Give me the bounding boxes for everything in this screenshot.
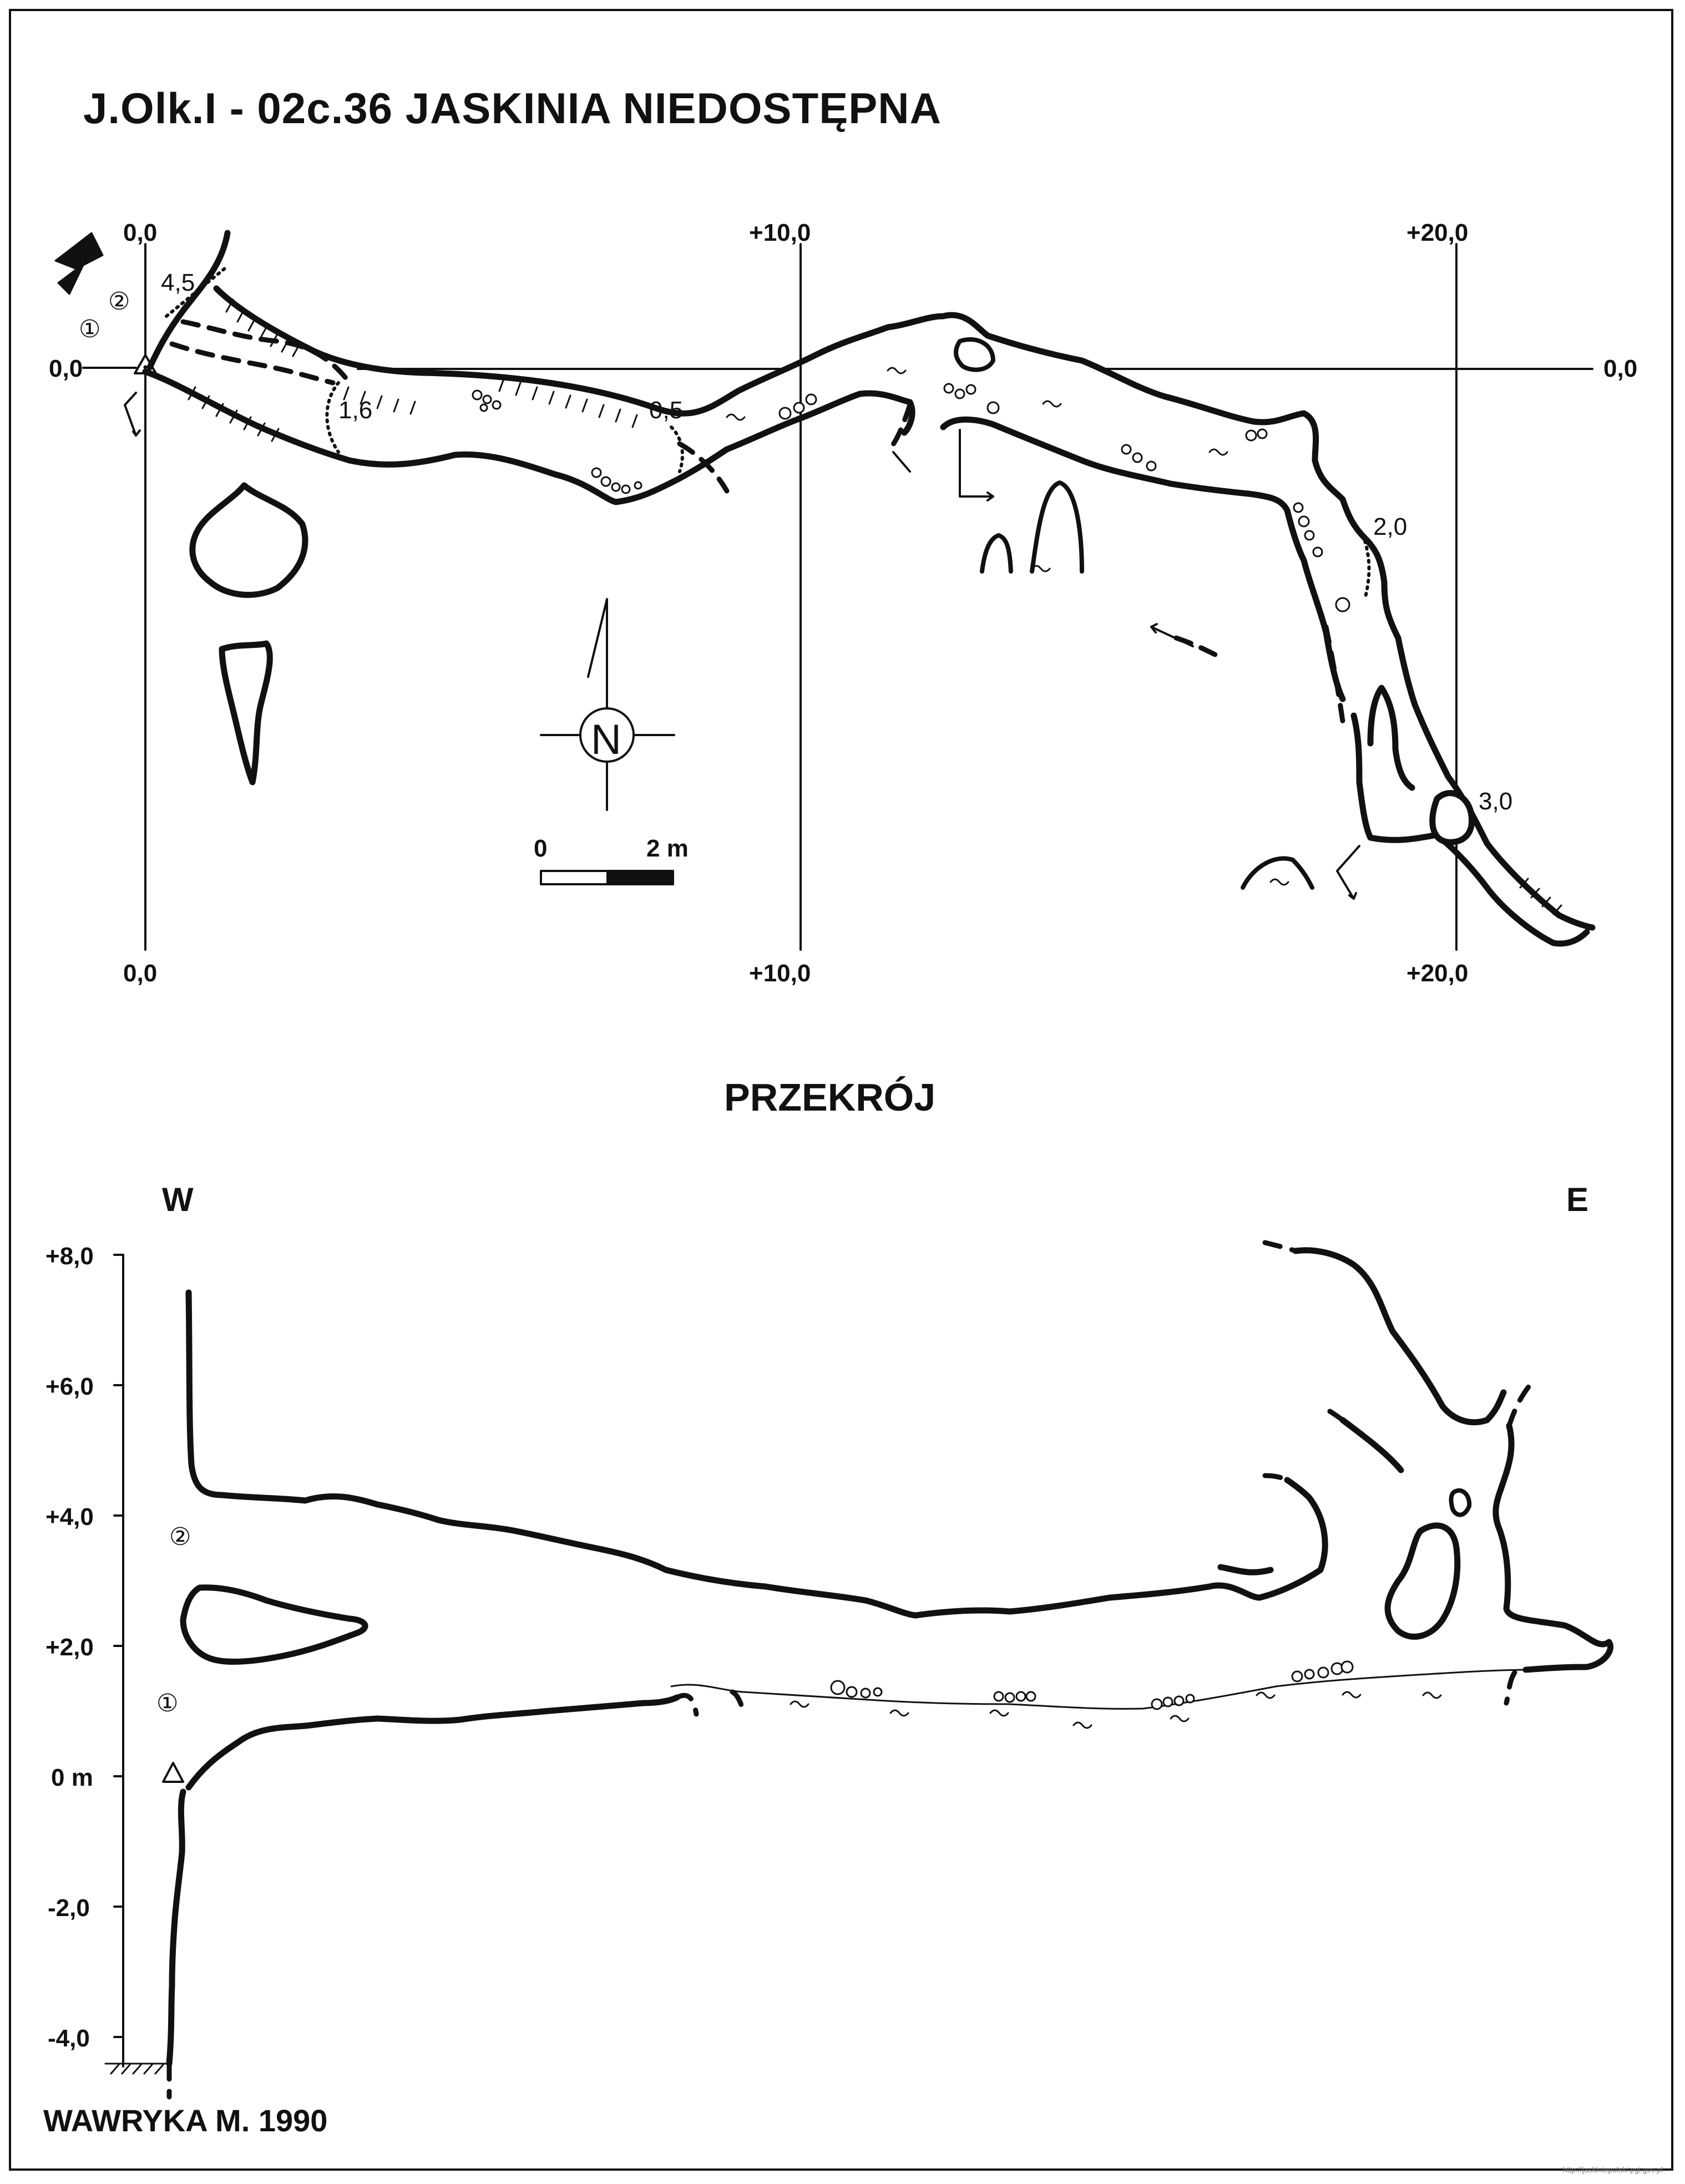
section-dashed-lines	[166, 1240, 1531, 2100]
plan-cave-outline	[142, 230, 1596, 947]
section-boulders	[830, 1660, 1354, 1710]
grid-label-top-10: +10,0	[749, 219, 811, 246]
entrance-number: ②	[169, 1523, 191, 1550]
y-axis-label: -2,0	[48, 1894, 90, 1922]
section-axis	[113, 1254, 124, 2068]
chamber-outline	[1429, 790, 1475, 845]
depth-mark: 3,0	[1479, 788, 1513, 815]
plan-dashed-lines	[169, 319, 1345, 724]
depth-mark: 1,6	[338, 397, 373, 424]
grid-label-bottom-10: +10,0	[749, 960, 811, 987]
plan-passage-arrows	[124, 392, 1360, 900]
east-label: E	[1566, 1181, 1589, 1218]
section-cave-outline	[166, 1247, 1613, 2067]
scale-bar	[540, 870, 674, 885]
plan-wall-hatching	[188, 298, 1562, 915]
map-title: J.Olk.I - 02c.36 JASKINIA NIEDOSTĘPNA	[83, 84, 942, 133]
y-axis-label: +4,0	[45, 1503, 94, 1531]
entrance-number: ②	[108, 288, 130, 315]
section-floor-line	[670, 1669, 1532, 1710]
grid-label-left: 0,0	[49, 355, 83, 382]
plan-dotted-lines	[165, 265, 1371, 601]
entrance-number: ①	[156, 1690, 179, 1717]
watermark: http://jaskiniepolski.pgi.gov.pl	[1562, 2165, 1663, 2174]
section-heading: PRZEKRÓJ	[724, 1076, 936, 1119]
grid-label-bottom-0: 0,0	[123, 960, 158, 987]
y-axis-label: +6,0	[45, 1373, 94, 1400]
y-axis-label: +2,0	[45, 1634, 94, 1661]
grid-label-bottom-20: +20,0	[1406, 960, 1469, 987]
depth-mark: 4,5	[161, 269, 195, 296]
author-credit: WAWRYKA M. 1990	[43, 2103, 328, 2138]
scale-start-label: 0	[534, 835, 548, 862]
y-axis-label: -4,0	[48, 2025, 90, 2052]
west-label: W	[162, 1181, 194, 1218]
north-arrow-icon	[540, 598, 675, 811]
plan-rock-features	[189, 337, 1314, 890]
y-axis-label: +8,0	[45, 1243, 94, 1270]
depth-mark: 2,0	[1373, 513, 1408, 540]
plan-water-marks	[726, 367, 1289, 886]
section-bottom-hatching	[104, 2063, 168, 2075]
grid-label-top-20: +20,0	[1406, 219, 1469, 246]
scale-end-label: 2 m	[646, 835, 689, 862]
north-label: N	[591, 716, 621, 763]
section-water-marks	[790, 1691, 1442, 1729]
grid-label-right: 0,0	[1603, 355, 1638, 382]
entrance-number: ①	[79, 316, 101, 343]
y-axis-label: 0 m	[51, 1764, 93, 1791]
map-frame	[9, 9, 1673, 2171]
grid-label-top-0: 0,0	[123, 219, 158, 246]
section-station-icon	[162, 1762, 184, 1783]
entrance-arrow-icon	[54, 232, 104, 295]
plan-boulders	[472, 383, 1350, 612]
